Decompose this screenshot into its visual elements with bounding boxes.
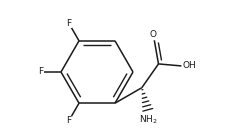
Text: O: O bbox=[150, 30, 157, 39]
Text: F: F bbox=[66, 19, 72, 28]
Text: NH$_2$: NH$_2$ bbox=[139, 114, 158, 126]
Text: F: F bbox=[66, 116, 72, 125]
Text: OH: OH bbox=[182, 61, 196, 70]
Text: F: F bbox=[38, 67, 44, 76]
